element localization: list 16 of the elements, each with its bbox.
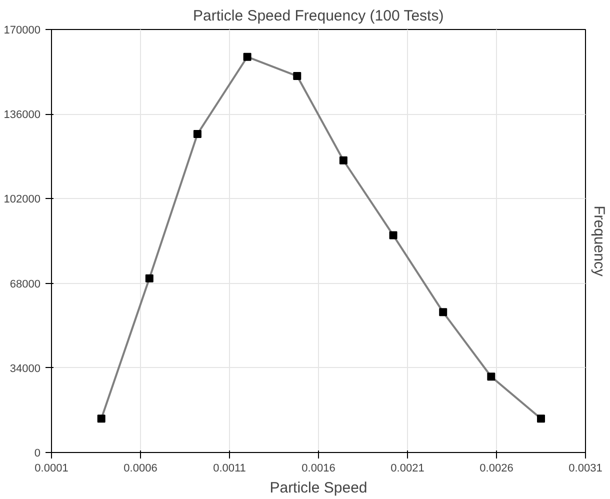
x-tick-label: 0.0021 — [390, 462, 424, 474]
y-tick-label: 136000 — [4, 109, 41, 122]
chart-title: Particle Speed Frequency (100 Tests) — [193, 8, 444, 24]
y-axis-title: Frequency — [590, 206, 608, 277]
x-tick-label: 0.0001 — [34, 462, 68, 474]
x-tick-label: 0.0011 — [213, 462, 246, 474]
x-tick-label: 0.0016 — [302, 462, 336, 474]
y-tick-label: 0 — [34, 448, 41, 460]
x-tick-label: 0.0026 — [480, 462, 514, 474]
y-tick-label: 102000 — [4, 194, 41, 206]
x-tick-label: 0.0031 — [568, 462, 602, 474]
y-tick-label: 170000 — [4, 24, 41, 36]
x-tick-label: 0.0006 — [124, 462, 158, 474]
y-tick-label: 34000 — [10, 362, 41, 375]
y-tick-label: 68000 — [10, 278, 41, 290]
x-axis-title: Particle Speed — [270, 480, 368, 496]
